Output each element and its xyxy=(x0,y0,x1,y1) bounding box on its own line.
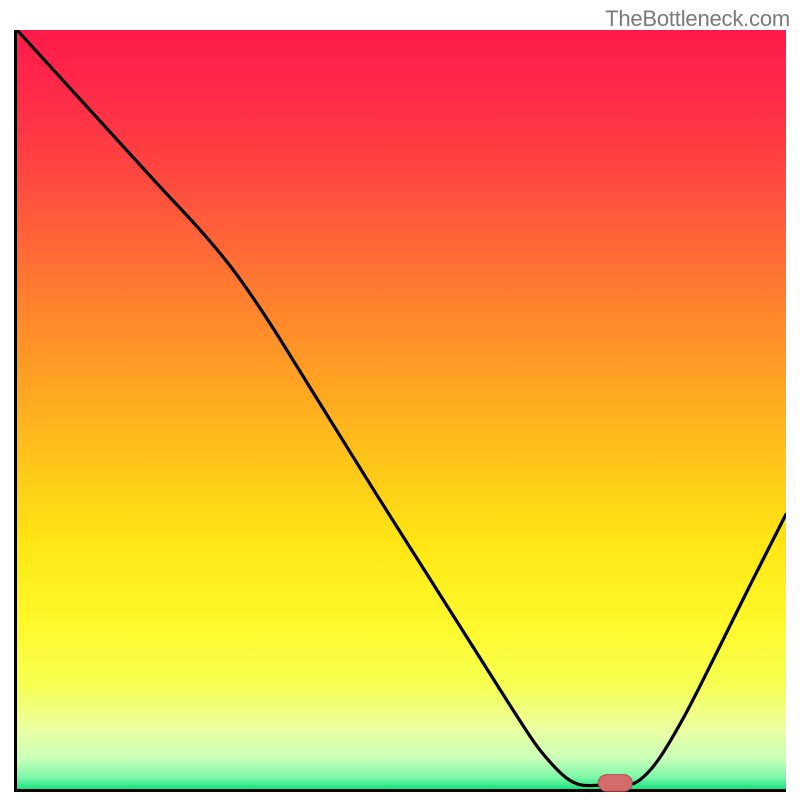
heatmap-background xyxy=(17,30,786,789)
plot-svg xyxy=(14,30,786,792)
optimum-marker xyxy=(598,775,632,792)
chart-container: TheBottleneck.com xyxy=(0,0,800,800)
watermark-label: TheBottleneck.com xyxy=(605,6,790,32)
plot-area xyxy=(14,30,786,792)
